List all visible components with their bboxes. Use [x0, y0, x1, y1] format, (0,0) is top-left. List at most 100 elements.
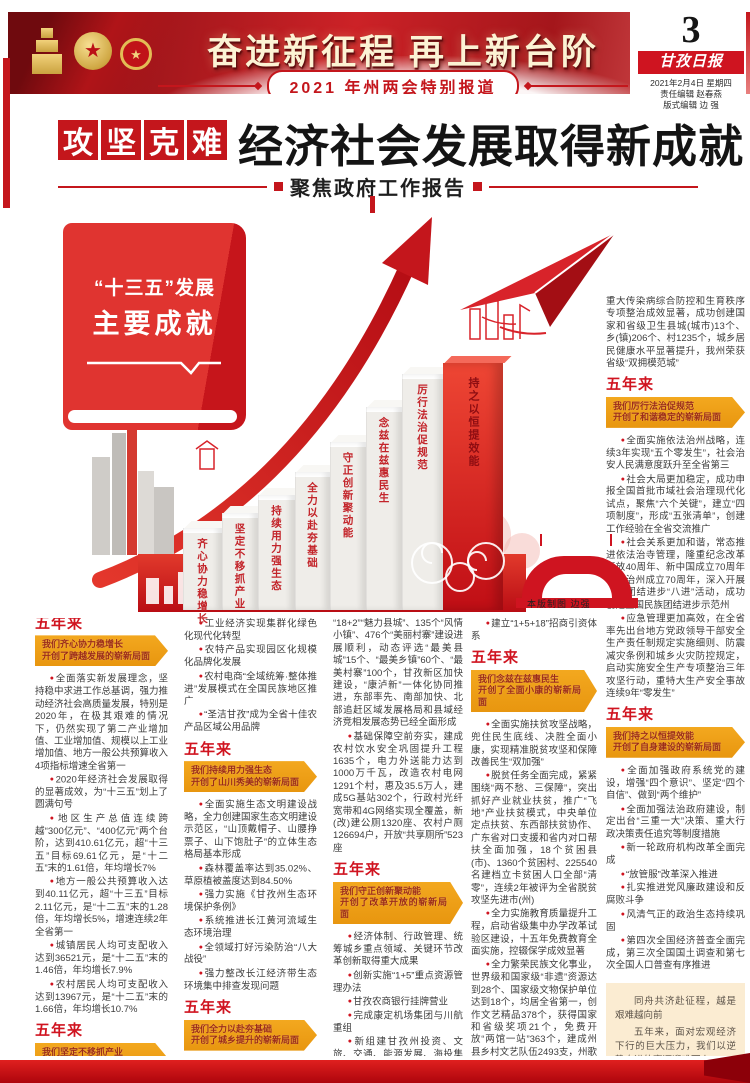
bullet-item: ●工业经济实现集群化绿色化现代化转型 [184, 618, 317, 642]
banner-subtitle: 2021 年州两会特别报道 [267, 70, 519, 94]
bullet-item: ●全力实施教育质量提升工程，启动省级集中办学改革试验区建设，十五年免费教育全面实… [471, 908, 597, 958]
headline-subtitle-row: 聚焦政府工作报告 [58, 172, 698, 201]
step-block: 全力以赴夯基础 [295, 472, 330, 610]
section-banner-line1: 我们持续用力强生态 [191, 765, 273, 776]
bullet-item: ●基础保障空前夯实，建成农村饮水安全巩固提升工程1635个，电力外送能力达到10… [333, 731, 463, 854]
building-silhouette-red [127, 427, 137, 555]
bullet-dot: ● [347, 1038, 354, 1046]
left-edge-decoration [3, 58, 10, 208]
building-silhouette [154, 487, 174, 555]
section-banner-line1: 我们厉行法治促规范 [613, 400, 695, 411]
bullet-dot: ● [198, 620, 204, 627]
stadium-silhouette [516, 534, 638, 608]
section-banner-line2: 开创了改革开放的崭新局面 [340, 897, 447, 919]
red-book-graphic: “十三五”发展 主要成就 [63, 223, 246, 430]
step-block: 持续用力强生态 [258, 495, 295, 610]
pagoda-sketch [195, 440, 219, 470]
closing-summary-box: 同舟共济赴征程，越是艰难越向前五年来，面对宏观经济下行的巨大压力，我们以逆势奋进… [606, 982, 745, 1056]
bullet-dot: ● [620, 805, 626, 813]
bullet-dot: ● [198, 711, 204, 719]
section-heading: 五年来 [35, 1022, 84, 1040]
step-label: 全力以赴夯基础 [306, 482, 318, 570]
bullet-dot: ● [49, 980, 55, 988]
bullet-dot: ● [198, 672, 204, 680]
bottom-red-bar [0, 1060, 750, 1083]
closing-paragraph: 同舟共济赴征程，越是艰难越向前 [615, 995, 736, 1021]
bullet-item: ●强力整改长江经济带生态环境集中排查发现问题 [184, 968, 317, 992]
bullet-item: ●脱贫任务全面完成，紧紧围绕“两不愁、三保障”，突出抓好产业就业扶贫，推广“飞地… [471, 770, 597, 906]
step-label: 念兹在兹惠民生 [377, 417, 390, 505]
section-heading: 五年来 [333, 861, 382, 879]
closing-paragraph: 五年来，面对宏观经济下行的巨大压力，我们以逆势奋进的豪迈迎难而上 [615, 1026, 736, 1056]
bullet-item: ●扎实推进党风廉政建设和反腐败斗争 [606, 882, 745, 907]
masthead-banner: ★ ★ 奋进新征程 再上新台阶 2021 年州两会特别报道 [8, 12, 630, 94]
bullet-item: ●全力繁荣民族文化事业，世界级和国家级“非遗”资源达到28个、国家级文物保护单位… [471, 959, 597, 1056]
rule-left [58, 185, 267, 188]
graphic-credit: 本版制图 边强 [527, 599, 591, 609]
bullet-item: ●全面加强政府系统党的建设，增强“四个意识”、坚定“四个自信”、做到“两个维护” [606, 765, 745, 802]
section-banner-line2: 开创了跨越发展的崭新局面 [42, 650, 151, 661]
section-banner: 我们坚定不移抓产业开创了转型升级的崭新局面 [35, 1043, 168, 1056]
bullet-dot: ● [620, 475, 626, 483]
section-banner-line1: 我们守正创新聚动能 [340, 885, 422, 896]
step-label: 守正创新聚动能 [341, 452, 354, 540]
bullet-dot: ● [620, 884, 626, 892]
section-banner-line1: 我们坚定不移抓产业 [42, 1046, 124, 1056]
bullet-item: ●第四次全国经济普查全面完成，第三次全国国土调查和第七次全国人口普查有序推进 [606, 935, 745, 972]
rule-right [489, 185, 698, 188]
headline-box-char: 攻 [58, 120, 98, 160]
bullet-dot: ● [49, 941, 55, 949]
bullet-item: ●风清气正的政治生态持续巩固 [606, 909, 745, 933]
bullet-dot: ● [620, 436, 626, 444]
bullet-item: ●森林覆盖率达到35.02%、草原植被盖度达到84.50% [184, 863, 317, 887]
achievement-steps: 齐心协力稳增长 坚定不移抓产业 持续用力强生态 全力以赴夯基础 守正创新聚动能 念兹在兹惠… [30, 205, 720, 626]
paper-logo: 甘孜日报 [638, 51, 744, 74]
bullet-dot: ● [347, 998, 352, 1006]
news-column-3: “18+2”“魅力县城”、135个“风情小镇”、476个“美丽村寨”建设进展顺利… [333, 618, 463, 1056]
bullet-dot: ● [620, 766, 627, 774]
book-title-line1: “十三五”发展 [93, 278, 215, 299]
section-heading: 五年来 [606, 706, 655, 724]
bullet-dot: ● [49, 878, 55, 886]
bullet-item: ●“放管服”改革深入推进 [620, 869, 718, 881]
headline-subtitle: 聚焦政府工作报告 [290, 178, 466, 200]
flag-art: ★ ★ [8, 12, 198, 94]
cppcc-emblem-icon: ★ [120, 38, 152, 70]
building-silhouette [112, 433, 126, 555]
bullet-dot: ● [620, 937, 626, 945]
date-line: 2021年2月4日 星期四 [650, 78, 732, 88]
page-number: 3 [681, 9, 701, 51]
headline-box-char: 坚 [101, 120, 141, 160]
body-paragraph: “18+2”“魅力县城”、135个“风情小镇”、476个“美丽村寨”建设进展顺利… [333, 618, 463, 729]
bullet-dot: ● [49, 675, 55, 683]
section-banner-line1: 我们全力以赴夯基础 [191, 1023, 273, 1034]
bullet-item: ●全面实施依法治州战略，连续3年实现“五个零发生”，社会治安人民满意度跃升至全省… [606, 435, 745, 472]
section-banner-line2: 开创了和谐稳定的崭新局面 [613, 412, 722, 423]
bullet-item: ●全面落实新发展理念，坚持稳中求进工作总基调，强力推动经济社会高质量发展，特别是… [35, 673, 168, 772]
bullet-item: ●完成康定机场集团与川航重组 [333, 1010, 463, 1034]
bullet-dot: ● [620, 615, 626, 623]
headline-box-char: 克 [144, 120, 184, 160]
bullet-dot: ● [620, 844, 626, 852]
flag-icon [540, 534, 542, 546]
bullet-item: ●农村电商“全域统筹·整体推进”发展模式在全国民族地区推广 [184, 671, 317, 707]
news-column-5: 重大传染病综合防控和生育秩序专项整治成效显著，成功创建国家和省级卫生县城(城市)… [606, 296, 745, 1056]
tiananmen-icon [32, 28, 62, 78]
section-banner-line2: 开创了全面小康的崭新局面 [478, 685, 581, 707]
bullet-dot: ● [347, 933, 353, 941]
step-label: 持之以恒提效能 [467, 377, 479, 468]
section-banner: 我们持之以恒提效能 开创了自身建设的崭新局面 [606, 727, 745, 758]
editor-line-2: 版式编辑 边 强 [663, 100, 719, 110]
bullet-dot: ● [198, 943, 204, 951]
bullet-item: ●社会关系更加和谐，常态推进依法治寺管理，隆重纪念改革开放40周年、新中国成立7… [606, 537, 745, 611]
bullet-item: ●全面实施生态文明建设战略，全力创建国家生态文明建设示范区，“山顶戴帽子、山腰挣… [184, 799, 317, 861]
bullet-dot: ● [485, 910, 491, 918]
bullet-dot: ● [620, 910, 626, 918]
step-label: 坚定不移抓产业 [233, 523, 246, 611]
body-paragraph: 重大传染病综合防控和生育秩序专项整治成效显著，成功创建国家和省级卫生县城(城市)… [606, 296, 745, 370]
section-heading: 五年来 [471, 649, 520, 667]
section-banner-line1: 我们念兹在兹惠民生 [478, 673, 560, 684]
bullet-dot: ● [485, 721, 491, 729]
section-banner: 我们守正创新聚动能 开创了改革开放的崭新局面 [333, 882, 463, 925]
bullet-item: ●农特产品实现园区化规模化品牌化发展 [184, 644, 317, 669]
